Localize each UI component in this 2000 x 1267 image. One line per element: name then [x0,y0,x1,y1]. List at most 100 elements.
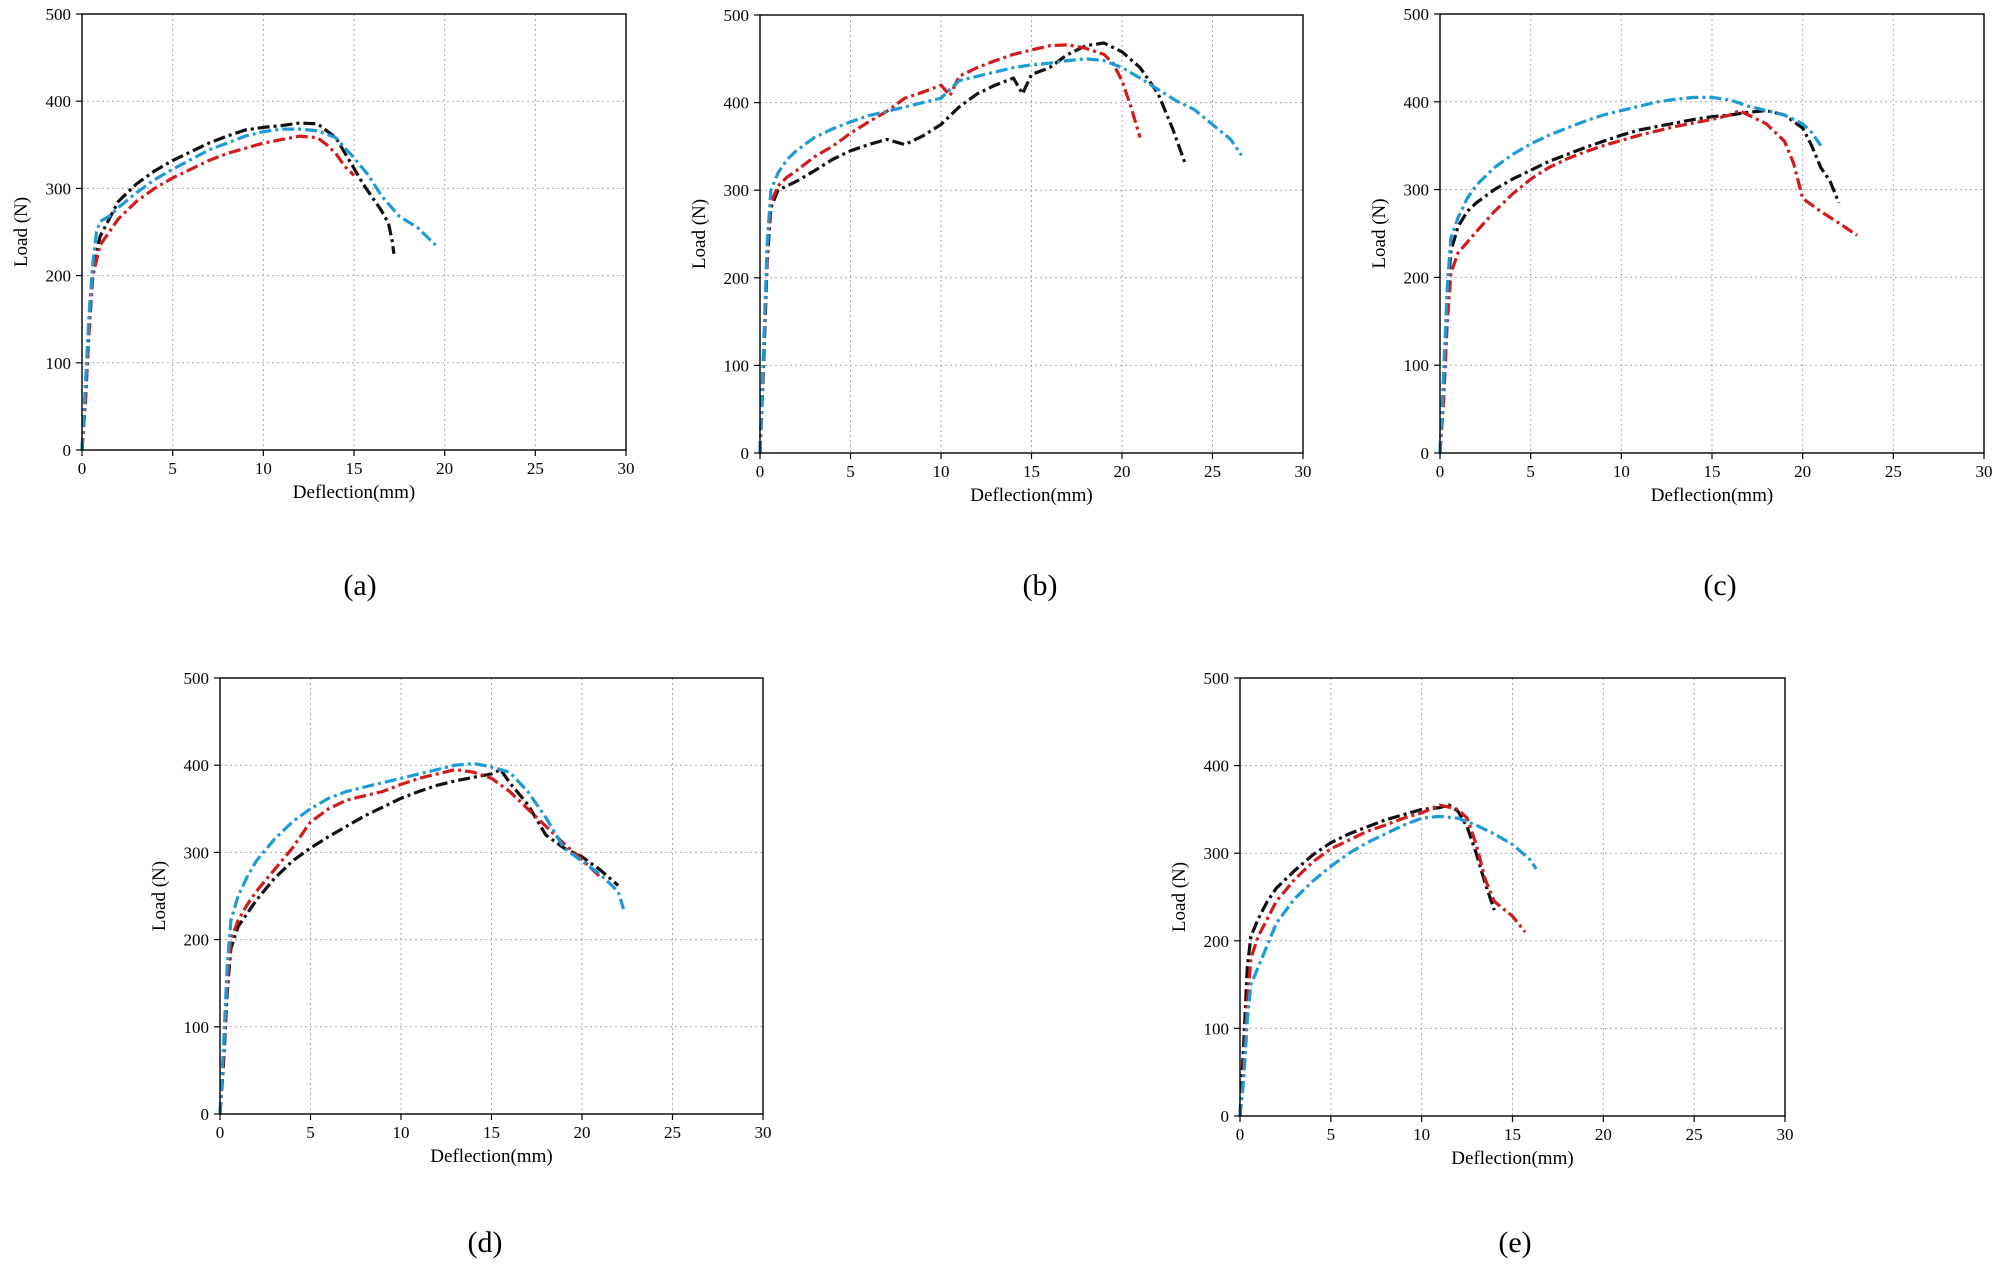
y-tick-label: 200 [1204,932,1230,951]
x-tick-label: 10 [255,459,272,478]
y-tick-label: 100 [724,356,750,375]
x-tick-label: 15 [483,1123,500,1142]
y-tick-label: 400 [184,756,210,775]
x-tick-label: 15 [346,459,363,478]
y-tick-label: 500 [46,5,72,24]
x-tick-label: 20 [1114,462,1131,481]
x-tick-label: 0 [216,1123,225,1142]
series-line-black [218,767,620,1115]
y-tick-label: 0 [1421,444,1430,463]
x-tick-label: 10 [1613,462,1630,481]
x-tick-label: 0 [1436,462,1445,481]
y-axis-label: Load (N) [1169,862,1190,932]
series-line-blue [80,127,437,451]
y-tick-label: 400 [724,94,750,113]
y-tick-label: 300 [1404,181,1430,200]
x-axis-label: Deflection(mm) [1451,1148,1573,1169]
y-tick-label: 0 [741,444,750,463]
x-tick-label: 25 [1204,462,1221,481]
panel-label: (b) [1023,569,1058,602]
y-tick-label: 500 [184,669,210,688]
y-tick-label: 300 [1204,844,1230,863]
y-axis-label: Load (N) [149,861,170,931]
series-line-blue [218,761,626,1115]
x-tick-label: 25 [664,1123,681,1142]
gridlines [1240,678,1785,1116]
x-tick-label: 15 [1023,462,1040,481]
y-tick-label: 400 [46,92,72,111]
y-axis-label: Load (N) [689,199,710,269]
x-axis-label: Deflection(mm) [1651,485,1773,506]
series-line-blue [1238,814,1538,1117]
x-tick-label: 20 [436,459,453,478]
series-line-red [1438,108,1858,454]
y-tick-label: 500 [1204,669,1230,688]
y-tick-label: 300 [46,179,72,198]
y-tick-label: 200 [724,269,750,288]
y-tick-label: 0 [201,1105,210,1124]
x-tick-label: 15 [1504,1125,1521,1144]
series-line-black [758,41,1187,454]
series-line-black [1238,803,1496,1117]
y-tick-label: 400 [1404,93,1430,112]
series-line-blue [1438,95,1823,454]
x-axis-label: Deflection(mm) [293,482,415,503]
panel-label: (d) [468,1226,503,1259]
x-tick-label: 25 [1885,462,1902,481]
y-tick-label: 0 [1221,1107,1230,1126]
chart-a: 0 5 10 15 20 25 300100200300400500Deflection(m… [11,5,635,602]
chart-c: 0 5 10 15 20 25 300100200300400500Deflection(m… [1369,5,1993,602]
x-tick-label: 20 [1794,462,1811,481]
series-line-red [758,43,1142,454]
chart-e: 0 5 10 15 20 25 300100200300400500Deflection(m… [1169,669,1794,1259]
series-line-red [80,134,356,451]
y-tick-label: 500 [724,6,750,25]
x-tick-label: 0 [78,459,87,478]
y-tick-label: 200 [1404,268,1430,287]
y-tick-label: 100 [184,1018,210,1037]
y-tick-label: 300 [184,843,210,862]
series-line-red [218,767,602,1115]
chart-d: 0 5 10 15 20 25 300100200300400500Deflection(m… [149,669,772,1259]
gridlines [220,678,763,1114]
y-tick-label: 100 [46,354,72,373]
x-tick-label: 20 [574,1123,591,1142]
x-tick-label: 25 [1686,1125,1703,1144]
x-tick-label: 5 [168,459,177,478]
x-tick-label: 15 [1704,462,1721,481]
x-tick-label: 0 [1236,1125,1245,1144]
x-tick-label: 30 [618,459,635,478]
x-tick-label: 0 [756,462,765,481]
panel-label: (e) [1498,1226,1531,1259]
x-axis-label: Deflection(mm) [970,485,1092,506]
x-tick-label: 30 [1777,1125,1794,1144]
x-tick-label: 10 [933,462,950,481]
x-tick-label: 5 [306,1123,315,1142]
x-tick-label: 5 [1327,1125,1336,1144]
y-tick-label: 100 [1204,1019,1230,1038]
series-line-blue [758,57,1243,454]
x-tick-label: 20 [1595,1125,1612,1144]
y-tick-label: 500 [1404,5,1430,24]
gridlines [82,14,626,450]
x-tick-label: 25 [527,459,544,478]
y-tick-label: 300 [724,181,750,200]
x-axis-label: Deflection(mm) [430,1146,552,1167]
gridlines [1440,14,1984,453]
panel-label: (a) [343,569,376,602]
x-tick-label: 5 [1526,462,1535,481]
chart-b: 0 5 10 15 20 25 300100200300400500Deflection(m… [689,6,1312,602]
x-tick-label: 10 [1413,1125,1430,1144]
y-tick-label: 400 [1204,757,1230,776]
x-tick-label: 30 [1295,462,1312,481]
x-tick-label: 30 [755,1123,772,1142]
y-tick-label: 0 [63,441,72,460]
y-tick-label: 200 [46,267,72,286]
gridlines [760,15,1303,453]
y-axis-label: Load (N) [11,197,32,267]
x-tick-label: 5 [846,462,855,481]
y-tick-label: 100 [1404,356,1430,375]
series-line-black [1438,108,1841,454]
x-tick-label: 30 [1976,462,1993,481]
